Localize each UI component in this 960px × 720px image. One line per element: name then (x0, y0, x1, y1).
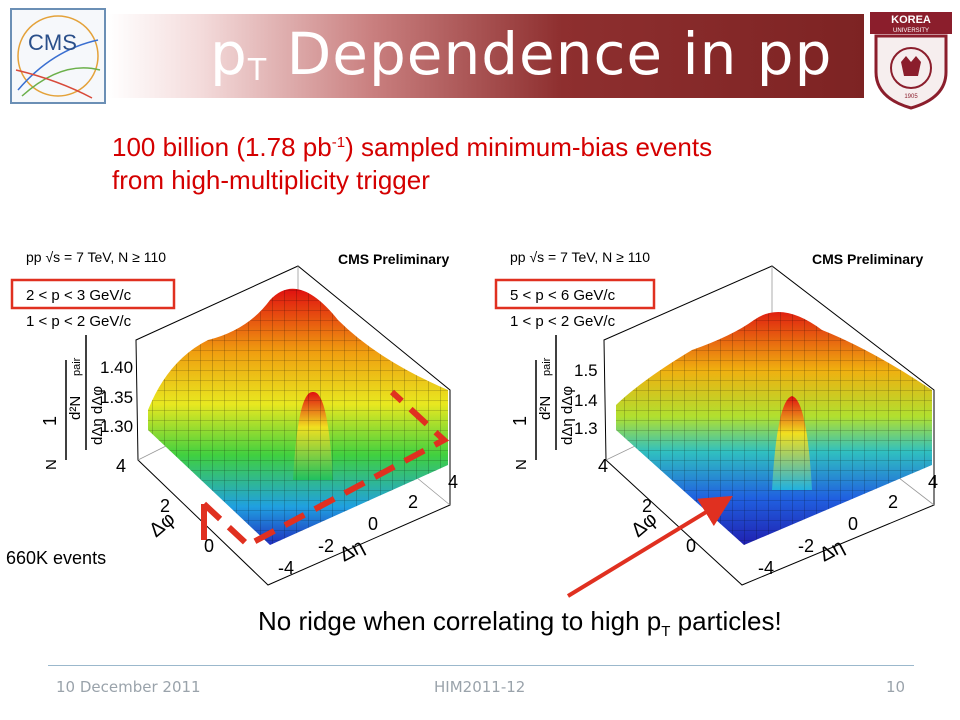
svg-text:pair: pair (541, 357, 553, 376)
svg-text:1.30: 1.30 (100, 417, 133, 436)
svg-text:0: 0 (686, 536, 696, 556)
slide-title: pT Dependence in pp (210, 20, 833, 88)
svg-text:d²N: d²N (67, 396, 84, 420)
svg-text:-2: -2 (318, 536, 334, 556)
svg-text:1: 1 (510, 416, 530, 426)
cms-logo: CMS (10, 8, 106, 104)
svg-text:4: 4 (116, 456, 126, 476)
assoc-cut-label: 1 < p < 2 GeV/c (26, 313, 132, 330)
svg-text:4: 4 (448, 472, 458, 492)
footer-date: 10 December 2011 (56, 678, 201, 696)
footer-event: HIM2011-12 (434, 678, 526, 696)
svg-text:N: N (513, 459, 530, 470)
plot-panel-left: pp √s = 7 TeV, N ≥ 110 CMS Preliminary 2… (8, 240, 458, 610)
svg-text:-4: -4 (278, 558, 294, 578)
svg-text:0: 0 (848, 514, 858, 534)
svg-text:4: 4 (928, 472, 938, 492)
assoc-cut-label: 1 < p < 2 GeV/c (510, 313, 616, 330)
svg-text:UNIVERSITY: UNIVERSITY (893, 28, 929, 34)
panel-header: pp √s = 7 TeV, N ≥ 110 (510, 249, 650, 265)
svg-text:N: N (43, 459, 60, 470)
caption: No ridge when correlating to high pT par… (258, 606, 782, 641)
svg-text:d²N: d²N (537, 396, 554, 420)
svg-text:-4: -4 (758, 558, 774, 578)
trig-cut-label: 5 < p < 6 GeV/c (510, 287, 616, 304)
svg-text:1.40: 1.40 (100, 358, 133, 377)
svg-text:dΔη dΔφ: dΔη dΔφ (559, 386, 576, 445)
svg-text:4: 4 (598, 456, 608, 476)
svg-text:1.5: 1.5 (574, 361, 598, 380)
cms-preliminary-label: CMS Preliminary (812, 251, 923, 267)
svg-text:-2: -2 (798, 536, 814, 556)
korea-university-logo: KOREA UNIVERSITY 1905 (868, 10, 954, 110)
cms-preliminary-label: CMS Preliminary (338, 251, 449, 267)
svg-text:1905: 1905 (904, 94, 918, 100)
svg-text:2: 2 (408, 492, 418, 512)
svg-text:pair: pair (71, 357, 83, 376)
near-side-ridge-highlight (201, 389, 450, 549)
svg-text:1: 1 (40, 416, 60, 426)
svg-text:2: 2 (642, 496, 652, 516)
svg-text:CMS: CMS (28, 30, 77, 55)
svg-text:1.4: 1.4 (574, 391, 598, 410)
subtitle-line-1: 100 billion (1.78 pb-1) sampled minimum-… (112, 132, 713, 162)
svg-text:0: 0 (204, 536, 214, 556)
footer-page-number: 10 (886, 678, 906, 696)
panel-header: pp √s = 7 TeV, N ≥ 110 (26, 249, 166, 265)
footer-divider (48, 665, 914, 666)
trig-cut-label: 2 < p < 3 GeV/c (26, 287, 132, 304)
subtitle-line-2: from high-multiplicity trigger (112, 165, 430, 195)
svg-text:1.35: 1.35 (100, 388, 133, 407)
plot-panel-right: pp √s = 7 TeV, N ≥ 110 CMS Preliminary 5… (492, 240, 942, 610)
trig-cut-highlight-box (10, 278, 176, 310)
trig-cut-highlight-box (494, 278, 656, 310)
subtitle: 100 billion (1.78 pb-1) sampled minimum-… (112, 126, 932, 197)
svg-text:2: 2 (888, 492, 898, 512)
title-bar (108, 14, 864, 98)
svg-text:2: 2 (160, 496, 170, 516)
svg-text:KOREA: KOREA (891, 14, 931, 26)
svg-text:1.3: 1.3 (574, 419, 598, 438)
svg-text:0: 0 (368, 514, 378, 534)
svg-text:dΔη dΔφ: dΔη dΔφ (89, 386, 106, 445)
events-note: 660K events (6, 548, 107, 568)
